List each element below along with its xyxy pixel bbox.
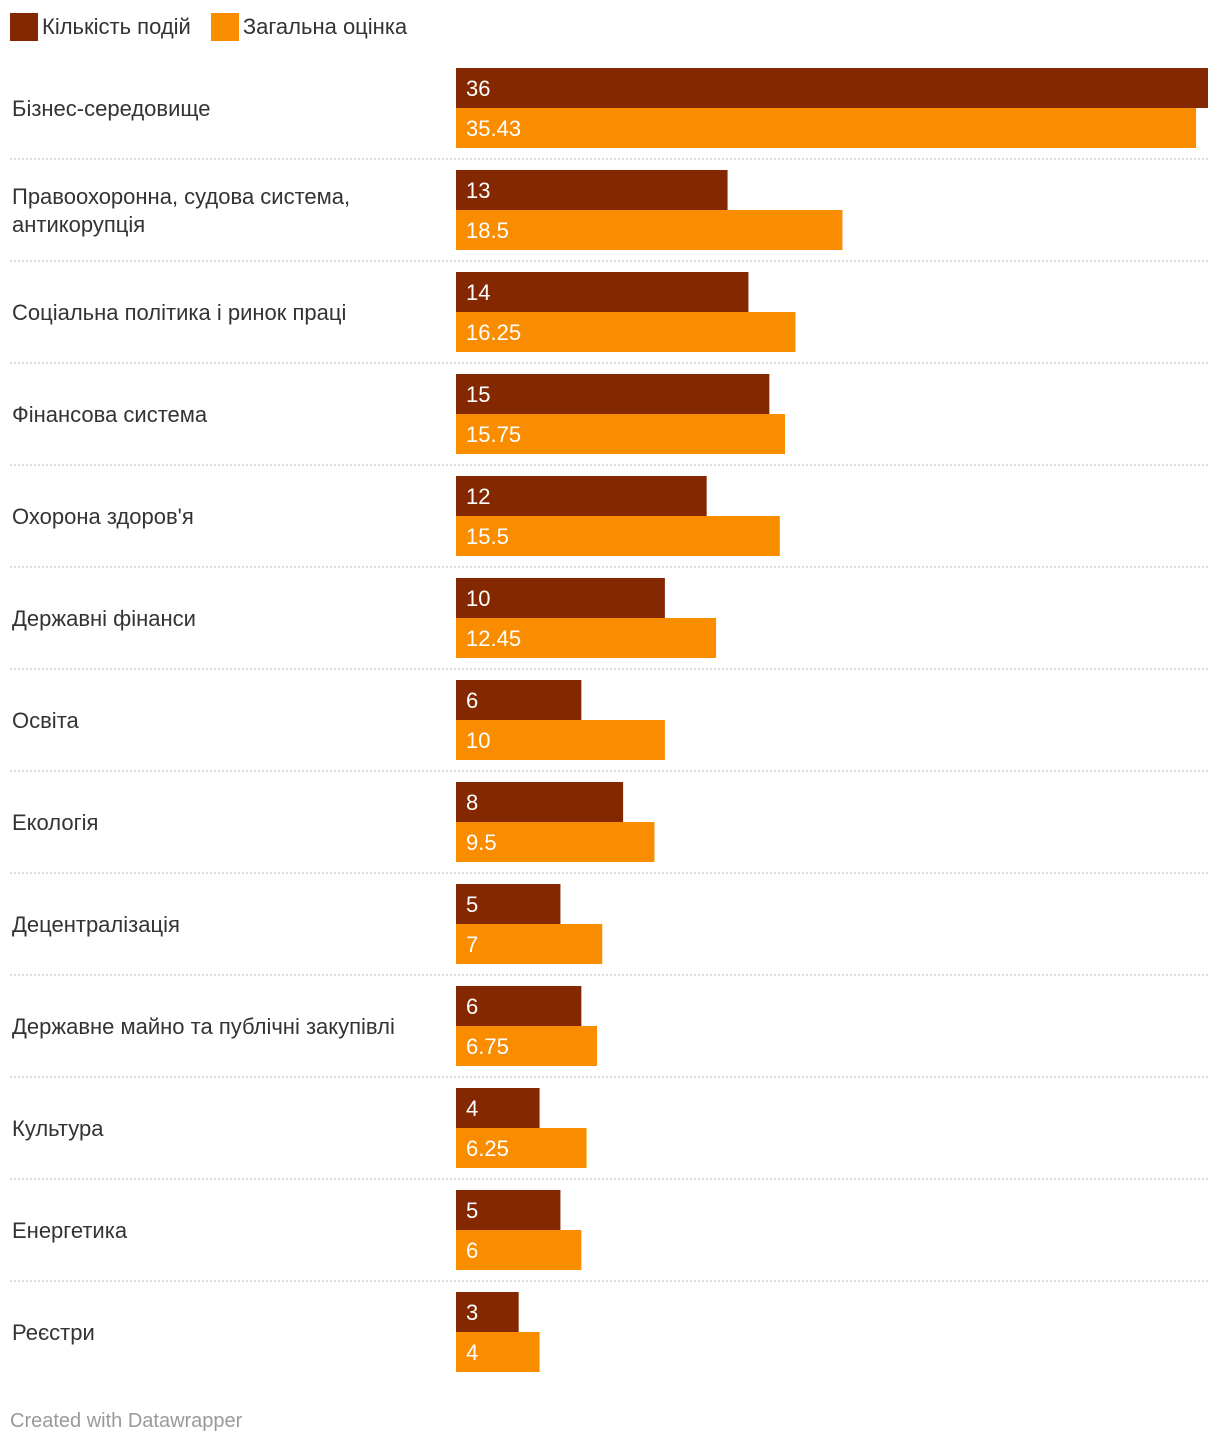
bar-score bbox=[456, 720, 665, 760]
bar-score bbox=[456, 1332, 540, 1372]
category-label: Правоохоронна, судова система, антикорупц… bbox=[12, 184, 350, 237]
bar-value-label-events: 3 bbox=[466, 1300, 478, 1325]
bar-events bbox=[456, 986, 582, 1026]
bar-value-label-events: 10 bbox=[466, 586, 490, 611]
category-label: Культура bbox=[12, 1116, 104, 1141]
legend: Кількість подій Загальна оцінка bbox=[10, 12, 427, 42]
bar-events bbox=[456, 884, 561, 924]
bar-events bbox=[456, 374, 770, 414]
category-label: Освіта bbox=[12, 708, 80, 733]
legend-label-score: Загальна оцінка bbox=[242, 14, 408, 39]
bar-value-label-score: 4 bbox=[466, 1340, 478, 1365]
bar-score bbox=[456, 414, 785, 454]
bar-value-label-score: 6.25 bbox=[466, 1136, 509, 1161]
bar-score bbox=[456, 1128, 587, 1168]
bar-value-label-score: 16.25 bbox=[466, 320, 521, 345]
bar-value-label-events: 36 bbox=[466, 76, 490, 101]
bar-events bbox=[456, 782, 624, 822]
bar-value-label-events: 8 bbox=[466, 790, 478, 815]
bar-score bbox=[456, 924, 603, 964]
bar-value-label-events: 13 bbox=[466, 178, 490, 203]
bar-score bbox=[456, 1026, 597, 1066]
category-label: Децентралізація bbox=[12, 912, 180, 937]
bar-events bbox=[456, 170, 728, 210]
bar-value-label-events: 6 bbox=[466, 994, 478, 1019]
bar-value-label-events: 14 bbox=[466, 280, 490, 305]
category-label: Енергетика bbox=[12, 1218, 128, 1243]
bar-value-label-score: 10 bbox=[466, 728, 490, 753]
bar-score bbox=[456, 108, 1197, 148]
category-label: Соціальна політика і ринок праці bbox=[12, 300, 346, 325]
bar-value-label-events: 5 bbox=[466, 892, 478, 917]
bar-value-label-events: 12 bbox=[466, 484, 490, 509]
bar-events bbox=[456, 476, 707, 516]
bar-value-label-events: 15 bbox=[466, 382, 490, 407]
bar-value-label-score: 15.75 bbox=[466, 422, 521, 447]
category-label: Реєстри bbox=[12, 1320, 95, 1345]
category-label: Державне майно та публічні закупівлі bbox=[12, 1014, 395, 1039]
bar-value-label-score: 7 bbox=[466, 932, 478, 957]
bar-score bbox=[456, 312, 796, 352]
legend-swatch-events bbox=[10, 13, 38, 41]
footer-credit[interactable]: Created with Datawrapper bbox=[10, 1410, 243, 1432]
bar-events bbox=[456, 272, 749, 312]
bar-events bbox=[456, 1190, 561, 1230]
bar-score bbox=[456, 210, 843, 250]
bar-value-label-score: 18.5 bbox=[466, 218, 509, 243]
bar-events bbox=[456, 680, 582, 720]
bar-value-label-score: 9.5 bbox=[466, 830, 497, 855]
bar-value-label-events: 4 bbox=[466, 1096, 478, 1121]
legend-item-events: Кількість подій bbox=[10, 13, 191, 41]
bar-score bbox=[456, 822, 655, 862]
bar-events bbox=[456, 68, 1208, 108]
legend-item-score: Загальна оцінка bbox=[210, 13, 408, 41]
legend-swatch-score bbox=[210, 13, 239, 41]
bar-value-label-events: 5 bbox=[466, 1198, 478, 1223]
category-label: Охорона здоров'я bbox=[12, 504, 194, 529]
bar-score bbox=[456, 516, 780, 556]
bar-value-label-score: 6.75 bbox=[466, 1034, 509, 1059]
bar-score bbox=[456, 618, 717, 658]
category-label: Фінансова система bbox=[12, 402, 208, 427]
bar-value-label-score: 12.45 bbox=[466, 626, 521, 651]
legend-label-events: Кількість подій bbox=[42, 14, 191, 39]
bar-value-label-events: 6 bbox=[466, 688, 478, 713]
bar-value-label-score: 15.5 bbox=[466, 524, 509, 549]
bar-value-label-score: 35.43 bbox=[466, 116, 521, 141]
bar-events bbox=[456, 1292, 519, 1332]
bar-events bbox=[456, 578, 665, 618]
bar-score bbox=[456, 1230, 582, 1270]
bar-value-label-score: 6 bbox=[466, 1238, 478, 1263]
category-label: Екологія bbox=[12, 810, 98, 835]
bar-events bbox=[456, 1088, 540, 1128]
category-label: Бізнес-середовище bbox=[12, 96, 210, 121]
category-label: Державні фінанси bbox=[12, 606, 196, 631]
